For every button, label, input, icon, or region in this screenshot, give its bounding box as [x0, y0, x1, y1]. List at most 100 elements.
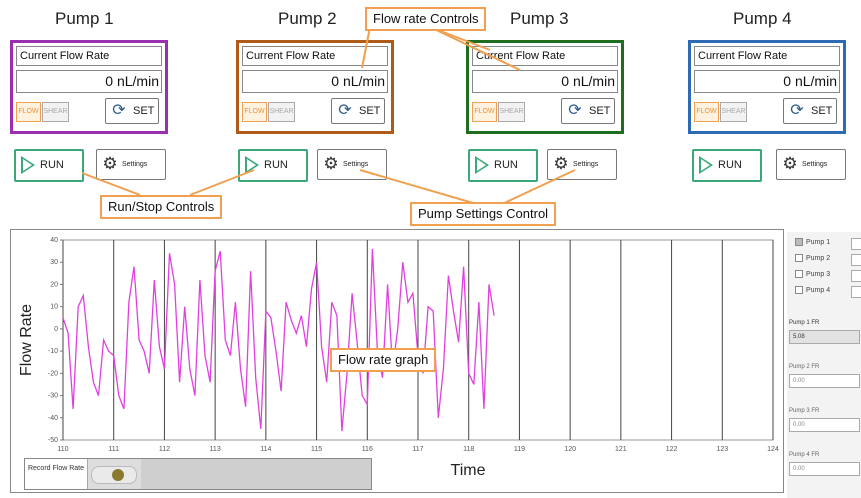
x-tick-label: 124 — [767, 446, 779, 453]
current-flow-rate-label: Current Flow Rate — [242, 46, 388, 66]
shear-button[interactable]: SHEAR — [720, 102, 747, 122]
pump-2-run-button[interactable]: RUN — [238, 149, 308, 182]
current-flow-rate-label: Current Flow Rate — [16, 46, 162, 66]
set-button[interactable]: ⟳ SET — [331, 98, 385, 124]
pump-3-fr-label: Pump 3 FR — [789, 408, 820, 414]
x-tick-label: 119 — [514, 446, 525, 453]
record-flow-rate-label: Record Flow Rate — [25, 459, 88, 489]
y-tick-label: 40 — [50, 237, 58, 244]
flow-rate-graph-callout: Flow rate graph — [330, 348, 437, 372]
play-icon — [245, 156, 259, 174]
record-toggle[interactable] — [91, 466, 137, 484]
set-label: SET — [811, 105, 833, 117]
flow-button[interactable]: FLOW — [242, 102, 267, 122]
pump-3-settings-button[interactable]: ⚙ Settings — [547, 149, 617, 180]
settings-label: Settings — [343, 161, 369, 168]
pump-4-title: Pump 4 — [733, 9, 792, 28]
shear-button[interactable]: SHEAR — [42, 102, 69, 122]
gear-icon: ⚙ — [102, 154, 118, 173]
y-tick-label: 20 — [50, 281, 58, 288]
flow-rate-value[interactable]: 0 nL/min — [694, 70, 840, 93]
flow-button[interactable]: FLOW — [694, 102, 719, 122]
refresh-gear-icon: ⟳ — [568, 102, 582, 119]
x-tick-label: 111 — [108, 446, 119, 453]
y-axis-label: Flow Rate — [18, 304, 35, 376]
x-tick-label: 120 — [564, 446, 576, 453]
pump-3-title: Pump 3 — [510, 9, 569, 28]
record-status-bar — [141, 459, 371, 489]
x-tick-label: 118 — [463, 446, 474, 453]
pump-2-fr-label: Pump 2 FR — [789, 364, 820, 370]
pump-1-fr-value: 5.08 — [789, 330, 860, 344]
shear-button[interactable]: SHEAR — [268, 102, 295, 122]
set-button[interactable]: ⟳ SET — [561, 98, 615, 124]
pump-2-title: Pump 2 — [278, 9, 337, 28]
current-flow-rate-label: Current Flow Rate — [694, 46, 840, 66]
pump-4-settings-button[interactable]: ⚙ Settings — [776, 149, 846, 180]
legend-panel: Pump 1 Pump 2 Pump 3 Pump 4 Pump 1 FR 5.… — [787, 232, 861, 498]
flow-button[interactable]: FLOW — [472, 102, 497, 122]
gear-icon: ⚙ — [782, 154, 798, 173]
legend-item-pump-3[interactable]: Pump 3 — [795, 270, 861, 282]
record-flow-rate-control: Record Flow Rate — [24, 458, 372, 490]
refresh-gear-icon: ⟳ — [112, 102, 126, 119]
y-tick-label: -40 — [48, 415, 58, 422]
set-label: SET — [133, 105, 155, 117]
pump-1-run-button[interactable]: RUN — [14, 149, 84, 182]
x-tick-label: 114 — [260, 446, 271, 453]
pump-settings-control-callout: Pump Settings Control — [410, 202, 557, 226]
x-tick-label: 117 — [412, 446, 423, 453]
run-label: RUN — [718, 159, 742, 171]
current-flow-rate-label: Current Flow Rate — [472, 46, 618, 66]
x-tick-label: 121 — [615, 446, 627, 453]
x-tick-label: 122 — [666, 446, 678, 453]
pump-4-run-button[interactable]: RUN — [692, 149, 762, 182]
set-label: SET — [589, 105, 611, 117]
gear-icon: ⚙ — [553, 154, 569, 173]
flow-rate-value[interactable]: 0 nL/min — [242, 70, 388, 93]
flow-rate-controls-callout: Flow rate Controls — [365, 7, 487, 31]
series-swatch — [851, 254, 861, 266]
series-swatch — [851, 286, 861, 298]
pump-3-fr-value: 0.00 — [789, 418, 860, 432]
pump-1-fr-label: Pump 1 FR — [789, 320, 820, 326]
legend-item-pump-4[interactable]: Pump 4 — [795, 286, 861, 298]
x-tick-label: 123 — [716, 446, 728, 453]
run-label: RUN — [264, 159, 288, 171]
flow-rate-value[interactable]: 0 nL/min — [472, 70, 618, 93]
gear-icon: ⚙ — [323, 154, 339, 173]
set-button[interactable]: ⟳ SET — [105, 98, 159, 124]
y-tick-label: -30 — [48, 393, 58, 400]
pump-3-panel: Current Flow Rate 0 nL/min FLOW SHEAR ⟳ S… — [466, 40, 624, 134]
toggle-knob[interactable] — [112, 469, 124, 481]
play-icon — [21, 156, 35, 174]
checkbox[interactable] — [795, 286, 803, 294]
flow-button[interactable]: FLOW — [16, 102, 41, 122]
y-tick-label: -10 — [48, 348, 58, 355]
checkbox-checked[interactable] — [795, 238, 803, 246]
run-label: RUN — [40, 159, 64, 171]
x-tick-label: 115 — [311, 446, 322, 453]
pump-4-fr-label: Pump 4 FR — [789, 452, 820, 458]
y-tick-label: -20 — [48, 370, 58, 377]
pump-2-settings-button[interactable]: ⚙ Settings — [317, 149, 387, 180]
pump-1-title: Pump 1 — [55, 9, 114, 28]
refresh-gear-icon: ⟳ — [790, 102, 804, 119]
pump-4-fr-value: 0.00 — [789, 462, 860, 476]
shear-button[interactable]: SHEAR — [498, 102, 525, 122]
legend-item-pump-2[interactable]: Pump 2 — [795, 254, 861, 266]
settings-label: Settings — [122, 161, 148, 168]
y-tick-label: 0 — [54, 326, 58, 333]
set-label: SET — [359, 105, 381, 117]
flow-rate-value[interactable]: 0 nL/min — [16, 70, 162, 93]
legend-item-pump-1[interactable]: Pump 1 — [795, 238, 861, 250]
set-button[interactable]: ⟳ SET — [783, 98, 837, 124]
settings-label: Settings — [802, 161, 828, 168]
checkbox[interactable] — [795, 270, 803, 278]
pump-3-run-button[interactable]: RUN — [468, 149, 538, 182]
pump-2-fr-value: 0.00 — [789, 374, 860, 388]
pump-1-settings-button[interactable]: ⚙ Settings — [96, 149, 166, 180]
y-tick-label: -50 — [48, 437, 58, 444]
checkbox[interactable] — [795, 254, 803, 262]
play-icon — [475, 156, 489, 174]
